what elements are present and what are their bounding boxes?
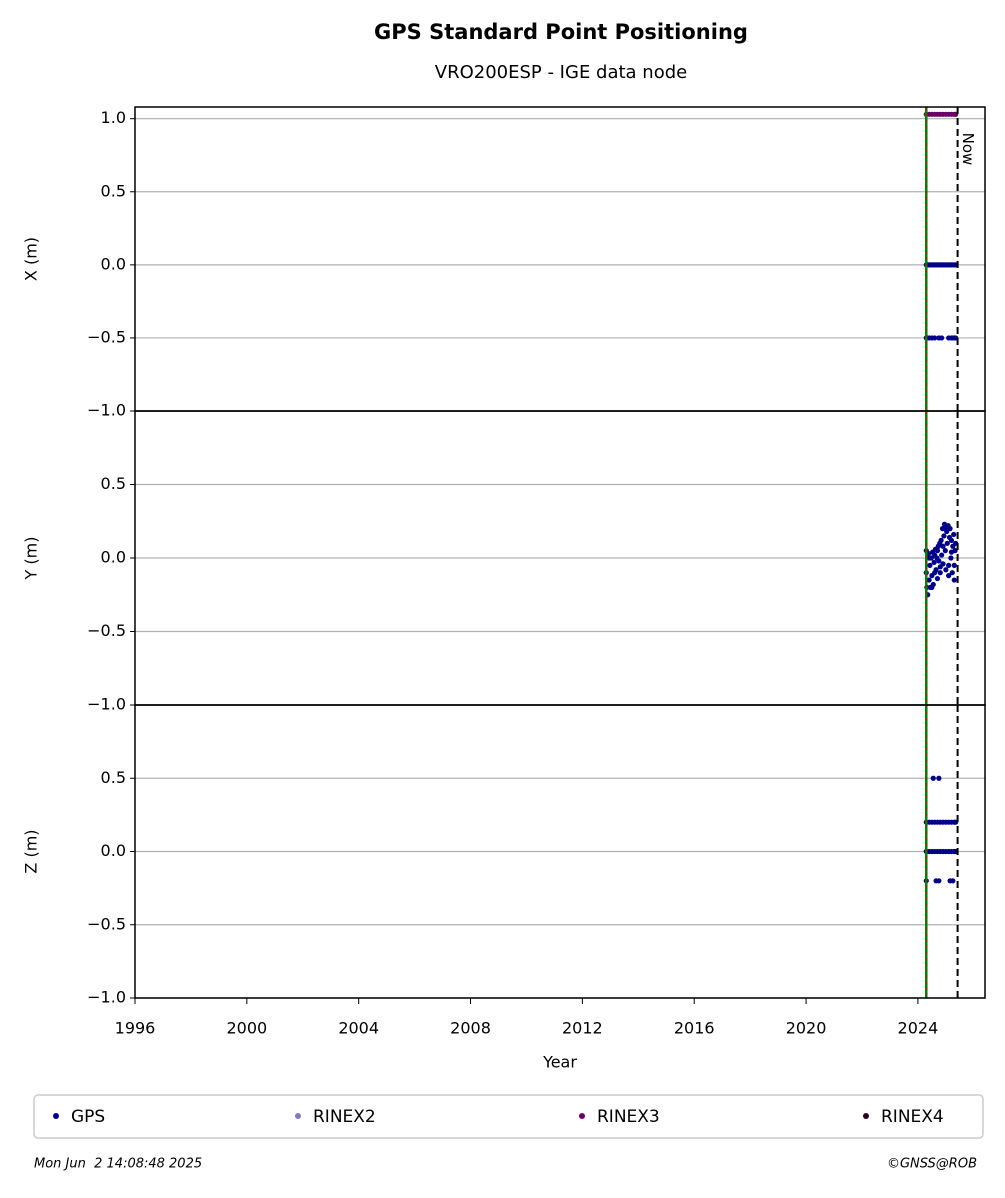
data-point xyxy=(946,562,952,568)
x-tick-label: 2020 xyxy=(786,1019,827,1038)
x-tick-label: 2008 xyxy=(450,1019,491,1038)
data-point xyxy=(938,537,944,543)
data-point xyxy=(941,533,947,539)
legend-marker xyxy=(53,1113,59,1119)
data-point xyxy=(937,570,943,576)
data-point xyxy=(948,555,954,561)
data-point xyxy=(926,577,932,583)
data-point xyxy=(939,335,945,341)
data-point xyxy=(951,577,957,583)
data-point xyxy=(931,559,937,566)
data-point xyxy=(936,558,942,564)
x-tick-label: 2004 xyxy=(338,1019,379,1038)
chart-subtitle: VRO200ESP - IGE data node xyxy=(435,62,687,83)
legend-marker xyxy=(579,1113,585,1119)
data-point xyxy=(943,567,949,573)
y-tick-label: 0.0 xyxy=(101,841,126,860)
x-axis-label: Year xyxy=(542,1053,577,1072)
legend-label: RINEX2 xyxy=(313,1107,376,1127)
legend-marker xyxy=(295,1113,301,1119)
data-point xyxy=(940,543,946,549)
footer-credit: ©GNSS@ROB xyxy=(887,1157,977,1172)
y-tick-label: 0.0 xyxy=(101,548,126,567)
data-point xyxy=(944,540,950,546)
data-point xyxy=(943,526,949,532)
y-axis-label: Z (m) xyxy=(22,829,41,873)
data-point xyxy=(936,878,942,884)
data-point xyxy=(932,552,938,558)
data-point xyxy=(940,561,946,567)
y-tick-label: −1.0 xyxy=(87,695,126,714)
y-tick-label: −0.5 xyxy=(87,327,126,346)
y-tick-label: 0.0 xyxy=(101,254,126,273)
chart-title: GPS Standard Point Positioning xyxy=(374,20,748,44)
x-tick-label: 2000 xyxy=(226,1019,267,1038)
legend-label: RINEX4 xyxy=(881,1107,944,1127)
legend-label: RINEX3 xyxy=(597,1107,660,1127)
y-tick-label: 1.0 xyxy=(101,108,126,127)
x-tick-label: 2012 xyxy=(562,1019,603,1038)
data-point xyxy=(951,531,957,538)
y-axis-label: Y (m) xyxy=(22,537,41,581)
data-point xyxy=(934,548,941,554)
x-tick-label: 1996 xyxy=(115,1019,156,1038)
data-point xyxy=(942,548,948,554)
plot-frame xyxy=(134,106,986,412)
data-point xyxy=(930,775,936,781)
y-tick-label: −0.5 xyxy=(87,621,126,640)
y-axis-label: X (m) xyxy=(22,237,41,281)
y-tick-label: 0.5 xyxy=(101,768,126,787)
legend-marker xyxy=(863,1113,869,1119)
y-tick-label: 0.5 xyxy=(101,181,126,200)
data-point xyxy=(934,575,941,582)
x-tick-label: 2024 xyxy=(898,1019,939,1038)
data-point xyxy=(927,562,933,568)
data-point xyxy=(932,335,938,341)
data-point xyxy=(946,573,952,579)
y-tick-label: −0.5 xyxy=(87,914,126,933)
y-tick-label: −1.0 xyxy=(87,401,126,420)
plot-frame xyxy=(134,704,986,999)
data-point xyxy=(933,567,939,573)
data-point xyxy=(939,552,945,558)
y-tick-label: 0.5 xyxy=(101,474,126,493)
data-point xyxy=(951,562,957,568)
data-point xyxy=(936,775,942,781)
legend-label: GPS xyxy=(71,1107,105,1127)
data-point xyxy=(926,555,932,561)
data-point xyxy=(948,537,955,543)
now-label: Now xyxy=(959,133,977,166)
data-point xyxy=(929,584,935,591)
data-point xyxy=(947,526,953,532)
footer-date: Mon Jun 2 14:08:48 2025 xyxy=(34,1157,202,1172)
x-tick-label: 2016 xyxy=(674,1019,715,1038)
data-point xyxy=(949,570,955,576)
legend-box xyxy=(33,1094,984,1139)
y-tick-label: −1.0 xyxy=(87,988,126,1007)
data-point xyxy=(950,878,956,884)
data-point xyxy=(948,549,955,555)
